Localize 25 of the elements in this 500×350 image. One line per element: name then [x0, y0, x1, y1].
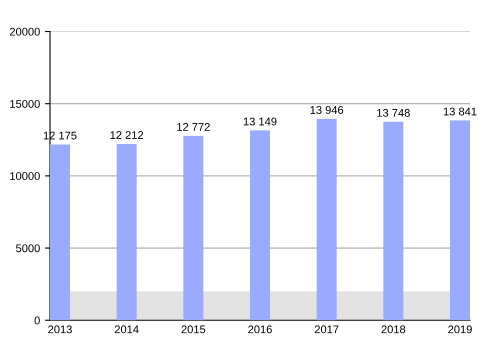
bar [383, 122, 404, 320]
data-label: 13 149 [244, 118, 276, 126]
bar [116, 144, 137, 320]
x-tick-label: 2014 [114, 325, 139, 334]
data-label: 13 946 [310, 106, 344, 114]
bar [316, 118, 337, 320]
data-label: 12 212 [110, 131, 144, 139]
y-tick-label: 20000 [10, 28, 40, 36]
bar [450, 120, 470, 320]
y-tick-label: 10000 [10, 172, 40, 180]
data-label: 12 772 [177, 123, 210, 131]
data-label: 13 748 [377, 108, 410, 117]
y-tick-label: 5000 [16, 244, 40, 252]
x-tick-label: 2013 [48, 325, 72, 334]
bar [250, 130, 270, 320]
bar [183, 136, 204, 320]
x-tick-label: 2017 [314, 325, 338, 334]
x-tick-label: 2015 [182, 325, 206, 334]
y-tick-label: 15000 [10, 100, 40, 108]
x-tick-label: 2016 [248, 325, 272, 334]
data-label: 13 841 [444, 108, 476, 116]
x-tick-label: 2018 [382, 325, 406, 334]
x-tick-label: 2019 [448, 325, 472, 334]
y-tick-label: 0 [34, 316, 40, 324]
bar [50, 144, 70, 320]
